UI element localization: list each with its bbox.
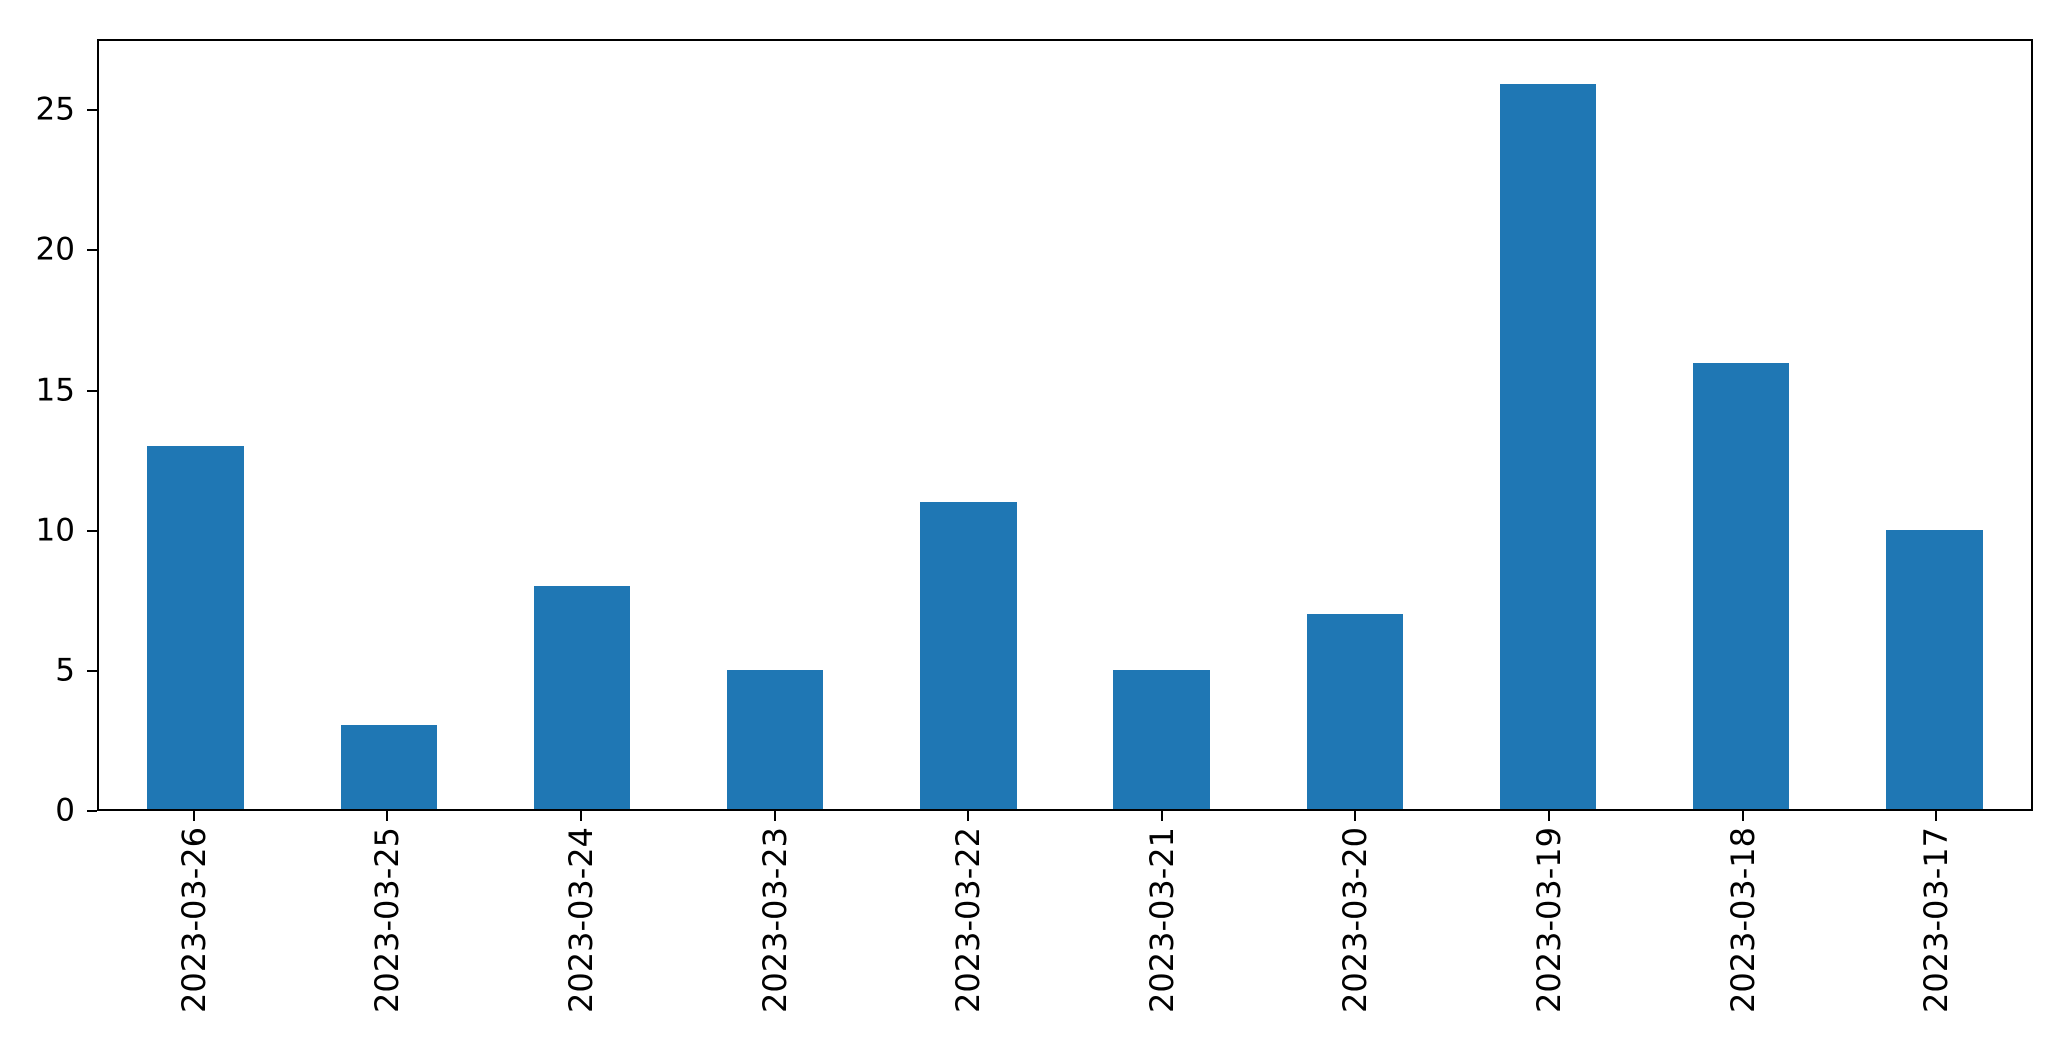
bar-2023-03-22 [920,502,1017,809]
x-tick-label-2023-03-26: 2023-03-26 [174,827,213,1013]
x-tick-mark-2023-03-18 [1741,811,1744,821]
y-tick-mark-0 [87,810,97,812]
x-tick-label-2023-03-25: 2023-03-25 [368,827,407,1013]
y-tick-mark-10 [87,529,97,532]
bar-2023-03-23 [726,669,824,809]
x-tick-mark-2023-03-22 [967,811,970,821]
bar-2023-03-18 [1692,362,1790,809]
x-tick-mark-2023-03-24 [580,811,582,821]
x-tick-mark-2023-03-23 [773,811,776,821]
bar-2023-03-17 [1886,530,1983,809]
x-tick-label-2023-03-19: 2023-03-19 [1530,827,1568,1013]
y-tick-label-15: 15 [35,372,75,409]
bar-2023-03-24 [533,585,631,809]
bar-2023-03-25 [340,725,438,809]
y-tick-label-0: 0 [55,792,75,829]
x-tick-mark-2023-03-17 [1935,811,1938,821]
y-tick-mark-20 [87,249,97,252]
x-tick-label-2023-03-23: 2023-03-23 [755,827,794,1013]
x-tick-mark-2023-03-20 [1354,811,1357,821]
x-tick-mark-2023-03-25 [386,811,389,821]
x-tick-label-2023-03-18: 2023-03-18 [1723,827,1762,1013]
y-tick-mark-5 [87,669,97,672]
bar-2023-03-26 [147,446,244,809]
y-tick-label-25: 25 [35,91,75,128]
x-tick-mark-2023-03-19 [1548,811,1550,821]
x-tick-label-2023-03-24: 2023-03-24 [562,827,600,1013]
x-tick-label-2023-03-17: 2023-03-17 [1917,827,1956,1013]
y-tick-label-10: 10 [35,512,75,549]
y-tick-label-20: 20 [35,231,75,268]
plot-area [97,39,2033,811]
y-axis: 0 5 10 15 20 25 [0,39,97,826]
bar-2023-03-21 [1113,669,1210,809]
x-axis: 2023-03-26 2023-03-25 2023-03-24 2023-03-23… [97,811,2033,1061]
bar-2023-03-19 [1499,83,1597,809]
bar-2023-03-20 [1306,613,1404,809]
x-tick-label-2023-03-20: 2023-03-20 [1336,827,1375,1013]
y-tick-mark-25 [87,109,97,112]
x-tick-mark-2023-03-21 [1160,811,1163,821]
x-tick-label-2023-03-22: 2023-03-22 [949,827,988,1013]
y-tick-mark-15 [87,389,97,392]
x-tick-mark-2023-03-26 [192,811,195,821]
y-tick-label-5: 5 [55,652,75,689]
x-tick-label-2023-03-21: 2023-03-21 [1142,827,1181,1013]
